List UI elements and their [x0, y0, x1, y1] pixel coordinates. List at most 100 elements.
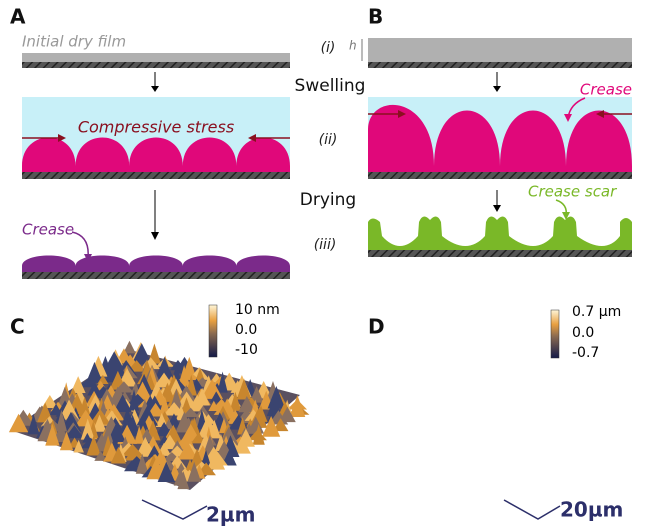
- surface-facet: [229, 391, 242, 411]
- colorbar-tick: 0.7 µm: [572, 304, 621, 320]
- surface-facet: [155, 362, 175, 380]
- surface-facet: [238, 395, 256, 413]
- arrow-head: [248, 134, 256, 142]
- swollen-film: [22, 137, 290, 172]
- surface-facet: [64, 425, 84, 439]
- scar-label: Crease scar: [528, 183, 617, 201]
- stage-label: (i): [321, 40, 336, 56]
- surface-facet: [252, 424, 265, 445]
- surface-facet: [80, 418, 95, 440]
- surface-facet: [27, 413, 40, 435]
- surface-facet: [272, 418, 289, 432]
- surface-facet: [86, 435, 101, 456]
- film: [22, 53, 290, 62]
- surface-facet: [147, 445, 161, 458]
- surface-facet: [135, 436, 155, 457]
- surface-facet: [131, 343, 153, 365]
- panel-label: B: [368, 5, 383, 29]
- surface-facet: [128, 389, 140, 411]
- surface-facet: [110, 446, 127, 464]
- surface-facet: [218, 426, 240, 447]
- surface-facet: [236, 378, 252, 400]
- colorbar-tick: -10: [235, 342, 258, 358]
- crease-label: Crease: [580, 81, 632, 99]
- colorbar-tick: 0.0: [572, 325, 594, 341]
- surface-facet: [92, 414, 107, 432]
- surface-facet: [177, 441, 198, 460]
- arrow-head: [84, 254, 92, 262]
- surface-facet: [221, 449, 237, 466]
- surface-facet: [233, 436, 251, 454]
- panel-label: A: [10, 5, 26, 29]
- surface-facet: [188, 394, 206, 412]
- substrate: [22, 172, 290, 179]
- step-label: Drying: [300, 190, 356, 210]
- surface-facet: [45, 423, 60, 446]
- surface-facet: [70, 376, 86, 394]
- surface-facet: [157, 461, 175, 482]
- arrow-head: [562, 212, 570, 220]
- dried-film: [22, 255, 290, 272]
- colorbar-tick: -0.7: [572, 345, 599, 361]
- surface-facet: [123, 340, 136, 354]
- thickness-label: h: [349, 39, 357, 53]
- surface-facet: [94, 450, 108, 461]
- scale-label: 2µm: [206, 503, 255, 527]
- surface-facet: [107, 422, 126, 443]
- substrate: [22, 272, 290, 279]
- arrow-head: [493, 205, 501, 212]
- surface-facet: [74, 409, 97, 427]
- film: [368, 38, 632, 62]
- substrate: [22, 62, 290, 68]
- surface-facet: [209, 391, 223, 403]
- surface-facet: [177, 365, 191, 388]
- surface-facet: [153, 372, 175, 388]
- crease-label: Crease: [22, 221, 74, 239]
- arrow-head: [151, 86, 159, 92]
- surface-facet: [73, 439, 84, 453]
- stage-label: (ii): [319, 132, 338, 148]
- stress-label: Compressive stress: [78, 118, 234, 137]
- arrow-head: [58, 134, 66, 142]
- colorbar-tick: 0.0: [235, 322, 257, 338]
- arrow-head: [151, 232, 159, 240]
- surface-facet: [78, 396, 91, 417]
- surface-facet: [86, 361, 103, 383]
- surface-facet: [289, 395, 306, 417]
- surface-facet: [268, 410, 289, 425]
- substrate: [368, 250, 632, 257]
- stage-label: (iii): [314, 237, 337, 253]
- surface-facet: [196, 405, 211, 416]
- surface-plot: [8, 340, 310, 490]
- surface-facet: [217, 371, 228, 393]
- panel-label: D: [368, 315, 385, 339]
- dried-film: [368, 216, 632, 250]
- panel-label: C: [10, 315, 25, 339]
- surface-facet: [134, 425, 145, 444]
- surface-facet: [208, 400, 220, 411]
- surface-facet: [139, 428, 155, 443]
- scale-bar: [503, 499, 561, 520]
- surface-facet: [182, 407, 200, 418]
- surface-facet: [159, 396, 171, 415]
- surface-facet: [59, 431, 74, 451]
- arrow-head: [596, 110, 604, 118]
- arrow-head: [398, 110, 406, 118]
- surface-facet: [55, 409, 68, 432]
- surface-facet: [135, 453, 149, 474]
- surface-facet: [177, 471, 190, 490]
- arrow-head: [564, 114, 572, 122]
- surface-facet: [124, 446, 144, 461]
- surface-facet: [207, 419, 222, 439]
- colorbar: [208, 304, 218, 358]
- colorbar-tick: 10 nm: [235, 302, 280, 318]
- surface-facet: [87, 381, 102, 396]
- scale-bar: [141, 499, 208, 520]
- colorbar: [550, 309, 560, 359]
- surface-facet: [8, 413, 29, 433]
- surface-facet: [187, 461, 201, 482]
- substrate: [368, 62, 632, 68]
- substrate: [368, 172, 632, 179]
- surface-facet: [262, 416, 281, 437]
